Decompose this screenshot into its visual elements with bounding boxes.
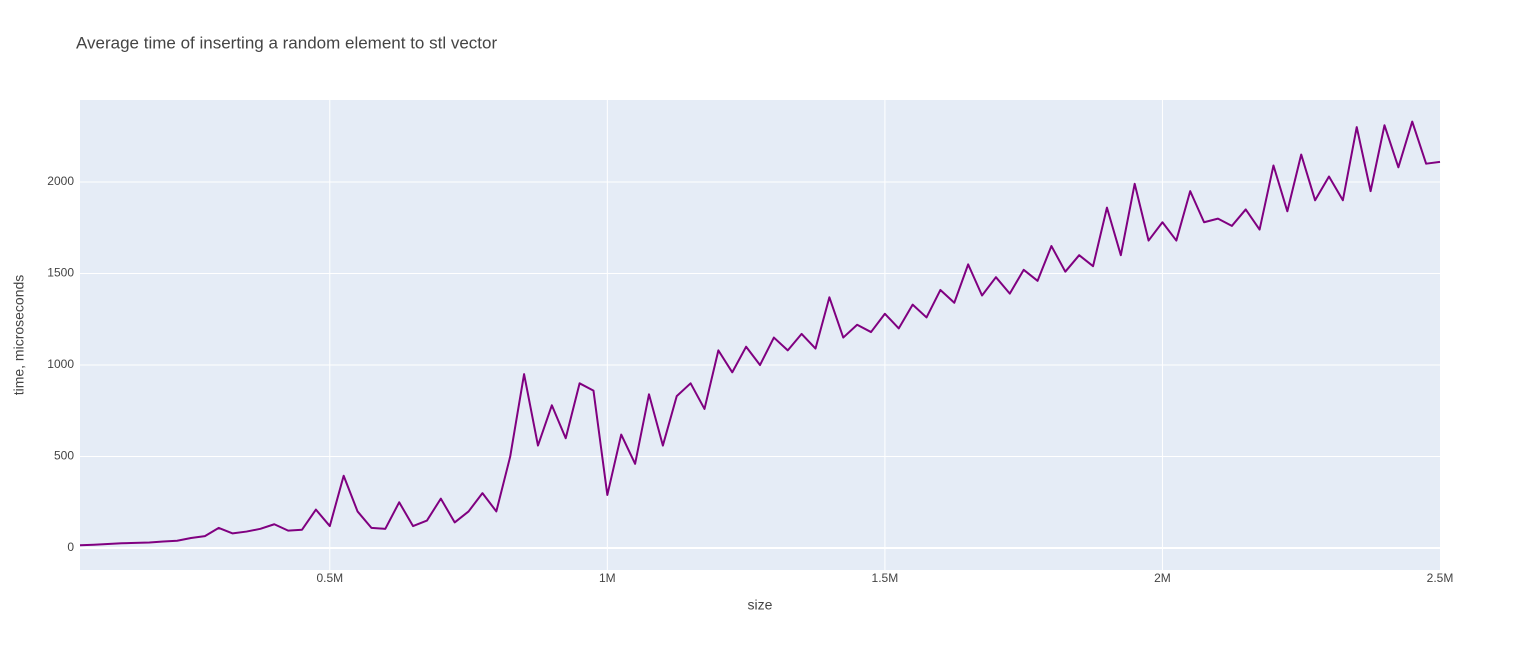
y-tick-label: 1000 [47,357,74,371]
x-tick-label: 2.5M [1427,571,1454,585]
data-line [79,120,1441,547]
y-tick-label: 1500 [47,266,74,280]
y-tick-label: 500 [54,449,74,463]
x-axis-title: size [748,597,773,613]
x-tick-label: 1.5M [872,571,899,585]
y-tick-label: 0 [67,540,74,554]
x-tick-label: 2M [1154,571,1171,585]
x-tick-label: 0.5M [316,571,343,585]
y-axis-title: time, microseconds [11,275,27,396]
plot-background [80,100,1440,570]
x-tick-label: 1M [599,571,616,585]
chart-title: Average time of inserting a random eleme… [76,33,497,52]
y-tick-label: 2000 [47,174,74,188]
